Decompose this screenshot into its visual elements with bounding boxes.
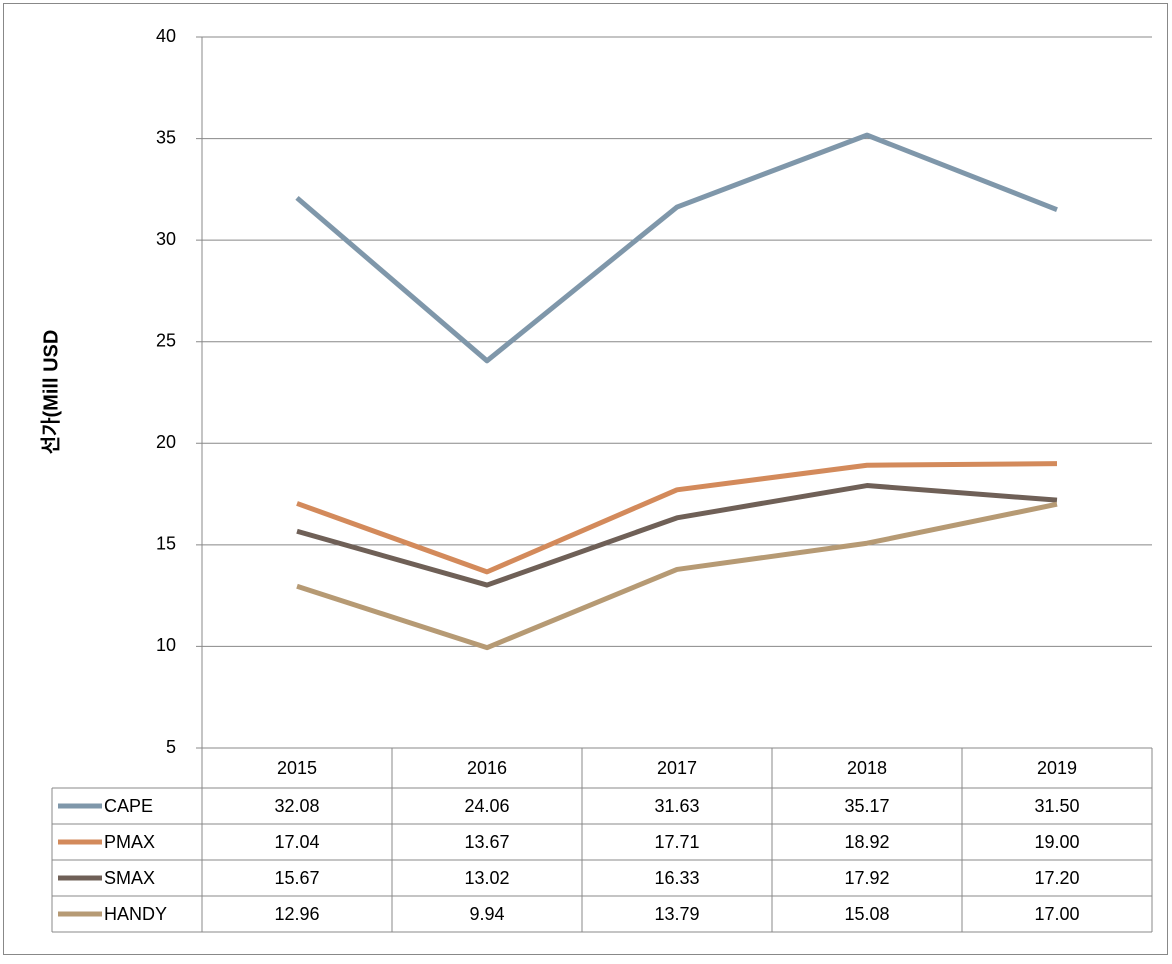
- table-cell: 18.92: [844, 832, 889, 852]
- y-tick-label: 25: [156, 330, 176, 350]
- table-cell: 12.96: [274, 904, 319, 924]
- legend-label: CAPE: [104, 796, 153, 816]
- y-tick-label: 10: [156, 635, 176, 655]
- table-cell: 19.00: [1034, 832, 1079, 852]
- table-cell: 32.08: [274, 796, 319, 816]
- legend-label: PMAX: [104, 832, 155, 852]
- table-cell: 24.06: [464, 796, 509, 816]
- y-axis-label: 선가(Mill USD: [39, 330, 62, 455]
- table-cell: 13.02: [464, 868, 509, 888]
- table-cell: 31.50: [1034, 796, 1079, 816]
- table-cell: 16.33: [654, 868, 699, 888]
- table-cell: 35.17: [844, 796, 889, 816]
- table-cell: 9.94: [469, 904, 504, 924]
- table-cell: 17.04: [274, 832, 319, 852]
- y-tick-label: 35: [156, 127, 176, 147]
- table-cell: 13.79: [654, 904, 699, 924]
- legend-label: SMAX: [104, 868, 155, 888]
- table-cell: 13.67: [464, 832, 509, 852]
- table-cell: 17.92: [844, 868, 889, 888]
- series-line: [296, 501, 1058, 651]
- table-cell: 31.63: [654, 796, 699, 816]
- legend-label: HANDY: [104, 904, 167, 924]
- y-tick-label: 15: [156, 534, 176, 554]
- table-cell: 17.00: [1034, 904, 1079, 924]
- table-cell: 15.67: [274, 868, 319, 888]
- y-tick-label: 5: [166, 737, 176, 757]
- x-tick-label: 2015: [277, 758, 317, 778]
- y-tick-label: 20: [156, 432, 176, 452]
- y-tick-label: 40: [156, 26, 176, 46]
- table-cell: 17.20: [1034, 868, 1079, 888]
- x-tick-label: 2017: [657, 758, 697, 778]
- chart-frame: [3, 3, 1168, 955]
- series-line: [296, 461, 1058, 575]
- table-cell: 17.71: [654, 832, 699, 852]
- series-line: [296, 483, 1058, 588]
- y-tick-label: 30: [156, 229, 176, 249]
- series-line: [295, 132, 1058, 364]
- x-tick-label: 2018: [847, 758, 887, 778]
- table-cell: 15.08: [844, 904, 889, 924]
- x-tick-label: 2016: [467, 758, 507, 778]
- x-tick-label: 2019: [1037, 758, 1077, 778]
